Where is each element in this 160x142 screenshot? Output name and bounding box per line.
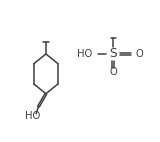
Text: HO: HO (25, 111, 40, 121)
Text: O: O (135, 49, 143, 59)
Text: HO: HO (77, 49, 92, 59)
Text: O: O (109, 67, 117, 77)
Text: S: S (110, 47, 117, 60)
